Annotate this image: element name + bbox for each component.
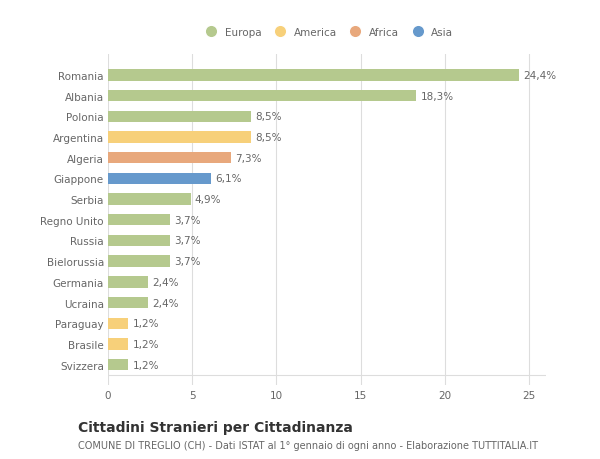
Bar <box>108 132 251 143</box>
Text: 1,2%: 1,2% <box>133 339 159 349</box>
Text: 2,4%: 2,4% <box>152 298 179 308</box>
Bar <box>108 194 191 205</box>
Text: COMUNE DI TREGLIO (CH) - Dati ISTAT al 1° gennaio di ogni anno - Elaborazione TU: COMUNE DI TREGLIO (CH) - Dati ISTAT al 1… <box>78 440 538 450</box>
Text: 2,4%: 2,4% <box>152 277 179 287</box>
Bar <box>108 359 128 370</box>
Text: 3,7%: 3,7% <box>175 257 201 267</box>
Bar <box>108 256 170 267</box>
Bar <box>108 277 148 288</box>
Text: 4,9%: 4,9% <box>195 195 221 205</box>
Bar <box>108 339 128 350</box>
Text: 8,5%: 8,5% <box>256 133 282 143</box>
Text: 24,4%: 24,4% <box>523 71 556 81</box>
Text: 3,7%: 3,7% <box>175 215 201 225</box>
Bar <box>108 235 170 246</box>
Bar <box>108 70 519 81</box>
Text: 3,7%: 3,7% <box>175 236 201 246</box>
Text: Cittadini Stranieri per Cittadinanza: Cittadini Stranieri per Cittadinanza <box>78 420 353 434</box>
Text: 1,2%: 1,2% <box>133 360 159 370</box>
Bar <box>108 174 211 185</box>
Text: 8,5%: 8,5% <box>256 112 282 122</box>
Bar <box>108 112 251 123</box>
Text: 7,3%: 7,3% <box>235 153 262 163</box>
Bar <box>108 215 170 226</box>
Bar <box>108 297 148 308</box>
Text: 1,2%: 1,2% <box>133 319 159 329</box>
Bar <box>108 91 416 102</box>
Bar <box>108 153 231 164</box>
Text: 6,1%: 6,1% <box>215 174 241 184</box>
Legend: Europa, America, Africa, Asia: Europa, America, Africa, Asia <box>197 24 457 42</box>
Bar <box>108 318 128 329</box>
Text: 18,3%: 18,3% <box>421 91 454 101</box>
